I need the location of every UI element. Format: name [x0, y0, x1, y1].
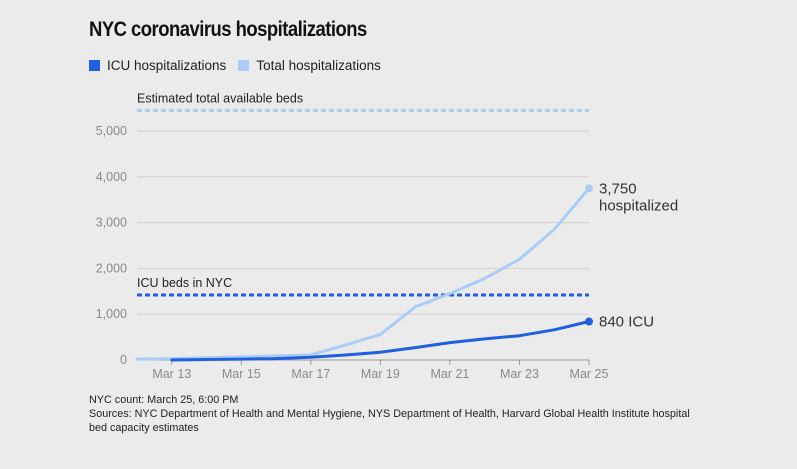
chart-notes: NYC count: March 25, 6:00 PM Sources: NY…	[89, 393, 709, 435]
reference-line-label: Estimated total available beds	[137, 91, 303, 105]
x-tick-label: Mar 19	[361, 367, 400, 381]
series-end-label: 3,750	[599, 180, 637, 197]
y-tick-label: 5,000	[96, 124, 127, 138]
x-tick-label: Mar 13	[152, 367, 191, 381]
x-tick-label: Mar 21	[430, 367, 469, 381]
series-line	[170, 320, 591, 362]
legend-item-total: Total hospitalizations	[238, 58, 381, 73]
y-tick-label: 1,000	[96, 307, 127, 321]
legend-label-total: Total hospitalizations	[256, 58, 381, 73]
legend-label-icu: ICU hospitalizations	[107, 58, 227, 73]
sources-note: Sources: NYC Department of Health and Me…	[89, 408, 690, 434]
series-line	[135, 186, 591, 361]
legend: ICU hospitalizations Total hospitalizati…	[89, 58, 393, 73]
x-tick-label: Mar 25	[570, 367, 609, 381]
y-tick-label: 3,000	[96, 216, 127, 230]
y-tick-label: 4,000	[96, 170, 127, 184]
series-end-point	[585, 317, 593, 326]
count-note: NYC count: March 25, 6:00 PM	[89, 394, 239, 406]
y-tick-label: 0	[120, 353, 127, 367]
x-tick-label: Mar 23	[500, 367, 539, 381]
legend-swatch-total	[238, 60, 250, 71]
x-tick-label: Mar 17	[291, 367, 330, 381]
series-end-label: 840 ICU	[599, 314, 654, 331]
series-end-point	[585, 184, 593, 193]
series-end-label: hospitalized	[599, 197, 678, 214]
legend-swatch-icu	[89, 60, 100, 71]
legend-item-icu: ICU hospitalizations	[89, 58, 226, 73]
x-tick-label: Mar 15	[222, 367, 261, 381]
chart-title: NYC coronavirus hospitalizations	[89, 18, 367, 41]
y-tick-label: 2,000	[96, 261, 127, 275]
reference-line-label: ICU beds in NYC	[137, 276, 232, 290]
